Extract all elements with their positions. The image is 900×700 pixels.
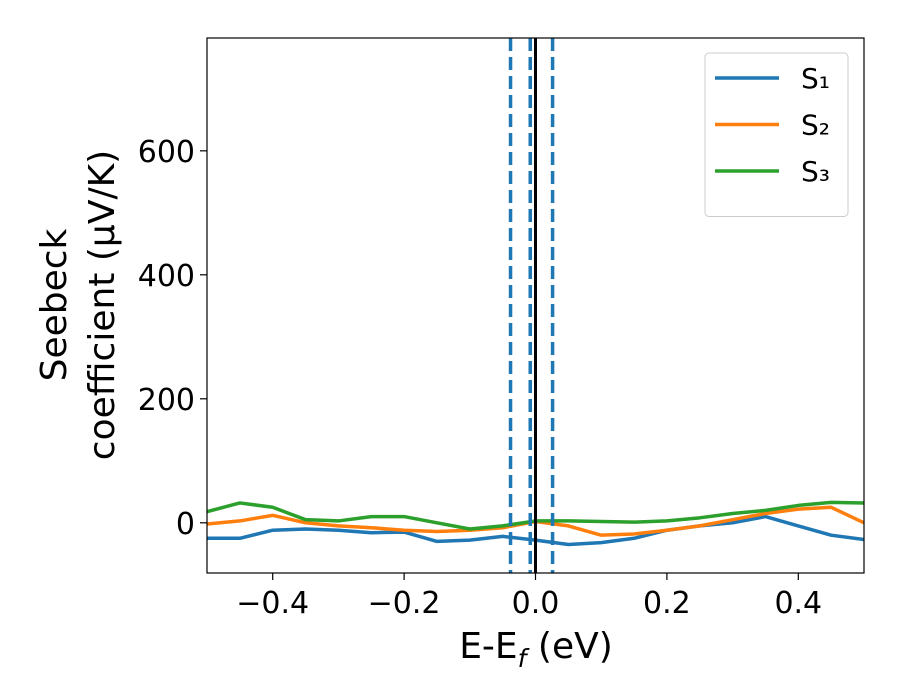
x-tick-label: 0.2	[643, 586, 691, 621]
x-tick-label: 0.4	[774, 586, 822, 621]
x-label-main: E-E	[459, 626, 517, 667]
y-tick-label: 200	[138, 383, 195, 418]
x-label-rest: (eV)	[526, 626, 612, 667]
x-tick-label: 0.0	[512, 586, 560, 621]
y-label-line: coefficient (μV/K)	[82, 150, 123, 460]
plot	[207, 38, 864, 573]
legend-label: S₂	[801, 109, 830, 142]
y-label-line: Seebeck	[34, 228, 75, 381]
y-tick-label: 600	[138, 135, 195, 170]
y-tick-label: 400	[138, 259, 195, 294]
legend-box	[704, 52, 849, 217]
legend-label: S₃	[801, 155, 830, 188]
x-tick-label: −0.2	[368, 586, 441, 621]
x-tick-label: −0.4	[236, 586, 309, 621]
y-axis-label: Seebeck coefficient (μV/K)	[34, 150, 123, 460]
y-tick-label: 0	[176, 507, 195, 542]
legend-label: S₁	[801, 62, 830, 95]
x-axis-label: E-Ef (eV)	[459, 626, 613, 673]
